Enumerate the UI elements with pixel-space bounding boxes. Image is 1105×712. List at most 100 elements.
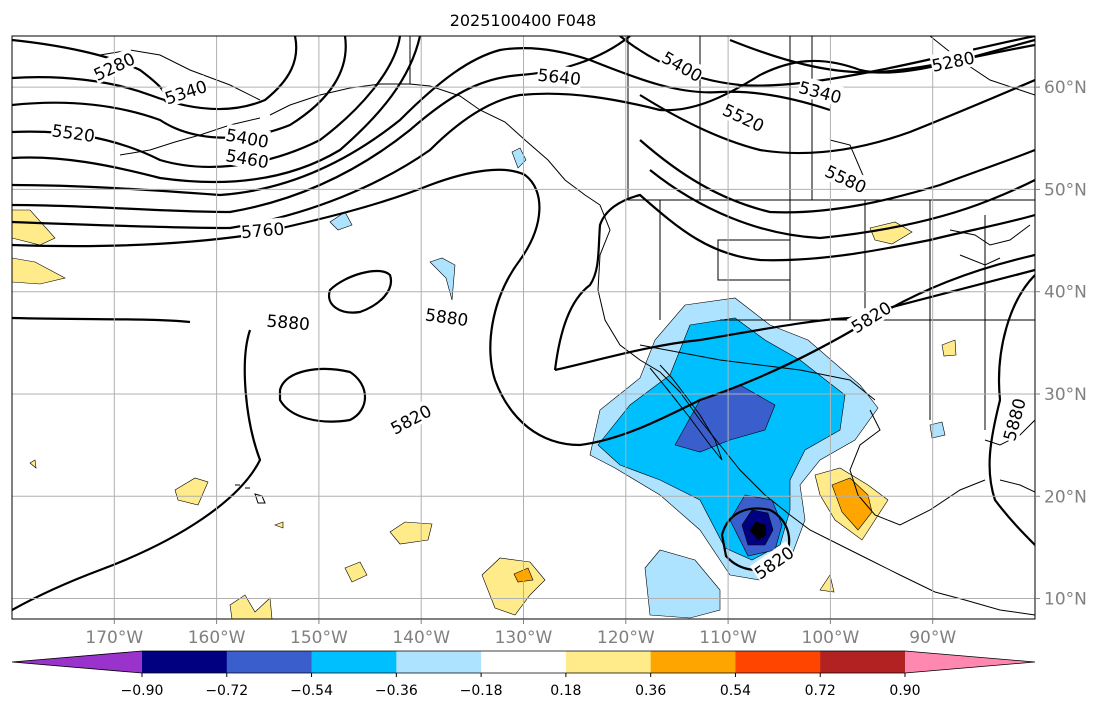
lon-tick-label: 130°W — [495, 628, 553, 648]
hawaii-islands — [235, 484, 266, 504]
lat-tick-label: 20°N — [1044, 487, 1087, 507]
colorbar-tick-label: 0.90 — [889, 683, 920, 699]
negative-region-small-1 — [429, 257, 456, 301]
longitude-axis: 170°W 160°W 150°W 140°W 130°W 120°W 110°W 100°W… — [85, 619, 956, 648]
positive-region-1 — [12, 209, 56, 246]
positive-region-11 — [274, 521, 284, 529]
colorbar-segment — [565, 651, 652, 673]
contour-5280-east — [729, 38, 1035, 74]
contour-label: 5760 — [239, 217, 286, 243]
colorbar-segment — [735, 651, 821, 673]
positive-region-8 — [229, 594, 273, 619]
lon-tick-label: 150°W — [290, 628, 348, 648]
negative-region-small-2 — [511, 147, 527, 169]
lat-tick-label: 60°N — [1044, 78, 1087, 98]
contour-label-text: 5640 — [537, 66, 582, 90]
contour-label-background — [239, 217, 286, 242]
contour-label-background — [265, 309, 312, 334]
gridlines — [12, 36, 1035, 619]
colorbar-segment — [650, 651, 736, 673]
colorbar-segment — [142, 651, 228, 673]
contour-label-background — [161, 74, 210, 108]
colorbar-tick-label: −0.54 — [290, 683, 333, 699]
negative-region-small-4 — [329, 211, 353, 231]
colorbar-segment — [820, 651, 906, 673]
contour-label-background — [658, 46, 707, 86]
positive-region-6 — [174, 477, 209, 506]
colorbar-extend-low — [12, 651, 142, 673]
canada-borders — [627, 36, 813, 200]
contour-5340-west — [12, 36, 298, 111]
lon-tick-label: 100°W — [802, 628, 860, 648]
colorbar-tick-label: −0.18 — [460, 683, 503, 699]
colorbar-tick-label: −0.72 — [205, 683, 248, 699]
lon-tick-label: 90°W — [909, 628, 956, 648]
negative-region-small-3 — [929, 421, 946, 439]
contour-5520-west — [12, 36, 422, 184]
contour-label-background — [998, 395, 1029, 444]
colorbar-segment — [311, 651, 397, 673]
shaded-field — [12, 147, 957, 619]
contour-5700 — [12, 38, 1035, 230]
north-america-west-coast — [597, 204, 1035, 616]
colorbar-tick-label: 0.36 — [635, 683, 666, 699]
contour-label-text: 5880 — [266, 312, 311, 336]
chart-title: 2025100400 F048 — [450, 11, 597, 30]
contour-label-background — [796, 75, 845, 107]
contour-5820-main — [12, 193, 1035, 611]
negative-region-south — [644, 549, 721, 619]
colorbar-tick-label: −0.90 — [121, 683, 164, 699]
colorbar-tick-label: −0.36 — [375, 683, 418, 699]
contour-5520-east — [639, 78, 1035, 155]
contour-label-background — [50, 119, 97, 146]
lat-tick-label: 50°N — [1044, 180, 1087, 200]
contour-label-background — [224, 144, 271, 172]
contour-5880-east — [988, 274, 1035, 546]
contour-5760 — [12, 168, 1035, 447]
contour-5820-east — [554, 268, 1035, 372]
aleutians — [119, 117, 261, 156]
lat-tick-label: 30°N — [1044, 385, 1087, 405]
lon-tick-label: 170°W — [85, 628, 143, 648]
colorbar-segment — [481, 651, 567, 673]
contour-5640-east — [649, 169, 1035, 240]
great-lakes — [949, 224, 1031, 266]
contour-label-background — [822, 159, 871, 197]
contour-5820-ring — [278, 367, 366, 423]
lon-tick-label: 120°W — [597, 628, 655, 648]
positive-region-2 — [12, 257, 66, 285]
lon-tick-label: 140°W — [392, 628, 450, 648]
colorbar-tick-label: 0.54 — [720, 683, 751, 699]
colorbar-tick-label: 0.18 — [550, 683, 581, 699]
baja-california — [649, 364, 723, 461]
contour-5580-east — [639, 139, 1035, 214]
contour-label-background — [423, 303, 471, 330]
contour-label-background — [224, 123, 271, 151]
lon-tick-label: 110°W — [699, 628, 757, 648]
negative-region-center — [749, 521, 767, 541]
contour-label-background — [719, 98, 769, 136]
lon-tick-label: 160°W — [188, 628, 246, 648]
contour-5880-high — [327, 270, 393, 314]
contour-5820-low-ring — [720, 507, 791, 572]
colorbar-extend-high — [905, 651, 1035, 673]
colorbar-segment — [396, 651, 482, 673]
positive-region-10 — [941, 339, 957, 357]
contour-label-background — [749, 541, 798, 583]
positive-region-3 — [869, 221, 913, 245]
contour-label-text: 5760 — [240, 219, 285, 243]
lat-tick-label: 10°N — [1044, 590, 1087, 610]
colorbar-tick-label: 0.72 — [805, 683, 836, 699]
latitude-axis: 10°N 20°N 30°N 40°N 50°N 60°N — [1035, 78, 1087, 610]
colorbar: −0.90 −0.72 −0.54 −0.36 −0.18 0.18 0.36 0.54 0.7… — [11, 650, 1036, 699]
lat-tick-label: 40°N — [1044, 283, 1087, 303]
positive-region-12 — [29, 459, 37, 469]
contour-label: 5880 — [265, 309, 312, 336]
cuba — [999, 479, 1035, 493]
contour-label: 5640 — [536, 63, 583, 90]
contour-label-background — [846, 296, 895, 337]
contour-5340-east — [589, 58, 831, 112]
contour-label-background — [929, 46, 977, 75]
